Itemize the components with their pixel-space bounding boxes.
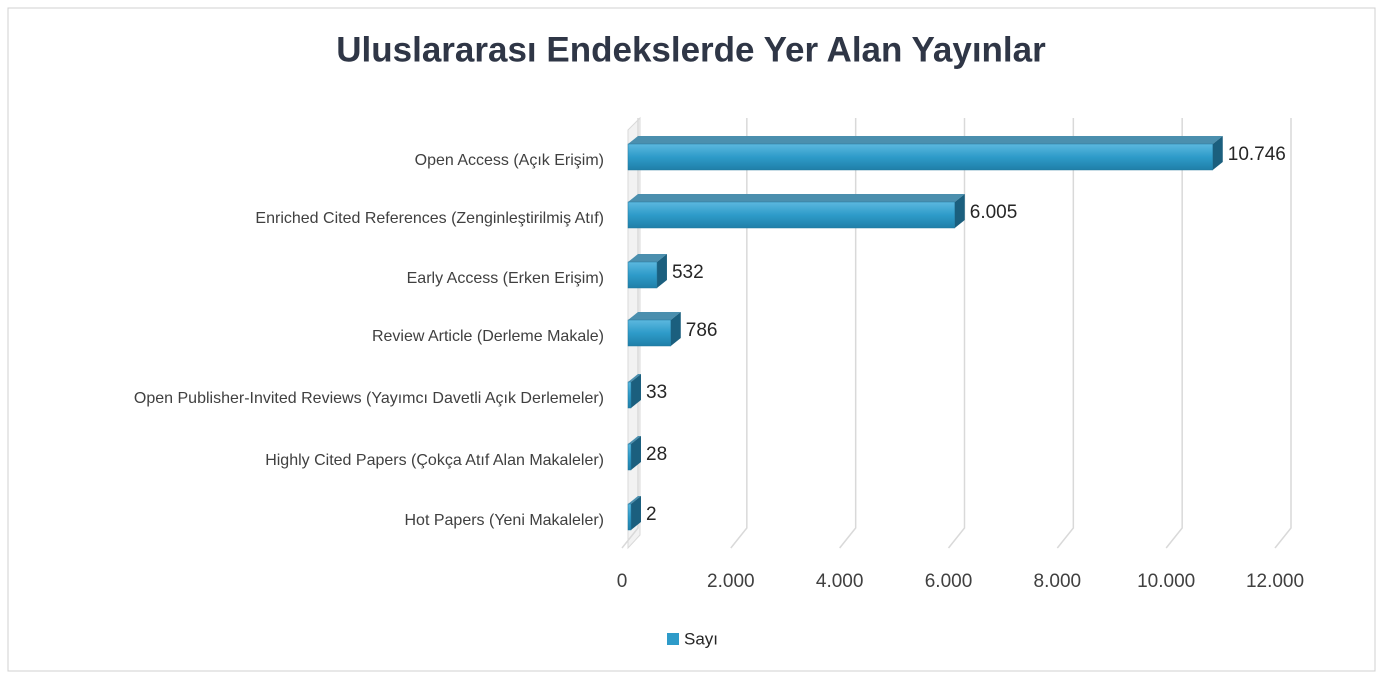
bar-side [1212, 136, 1223, 170]
grid-line [947, 118, 966, 549]
bar-side [954, 194, 965, 228]
y-tick-label: Open Publisher-Invited Reviews (Yayımcı … [134, 390, 604, 407]
bar-top [628, 136, 1223, 144]
y-tick-label: Highly Cited Papers (Çokça Atıf Alan Mak… [265, 452, 604, 469]
grid-line [1056, 118, 1075, 549]
bar [627, 201, 956, 229]
bar-top [628, 312, 681, 320]
bar-side [631, 496, 641, 530]
data-label: 10.746 [1228, 144, 1286, 165]
bar-side [631, 436, 641, 470]
data-label: 532 [672, 262, 704, 283]
bar-top [628, 374, 641, 382]
bar-top [628, 496, 641, 504]
bar-side [656, 254, 667, 288]
x-tick-label: 2.000 [707, 571, 755, 592]
x-tick-label: 4.000 [816, 571, 864, 592]
grid-line [1274, 118, 1292, 549]
bar [627, 443, 632, 471]
y-tick-label: Review Article (Derleme Makale) [372, 328, 604, 345]
y-tick-label: Enriched Cited References (Zenginleştiri… [255, 210, 604, 227]
bar-top [628, 436, 641, 444]
bar-top [628, 194, 965, 202]
bar [627, 381, 632, 409]
y-tick-label: Hot Papers (Yeni Makaleler) [405, 512, 605, 529]
grid-line [730, 118, 748, 549]
x-tick-label: 10.000 [1137, 571, 1195, 592]
chart-title: Uluslararası Endekslerde Yer Alan Yayınl… [336, 30, 1046, 69]
data-label: 6.005 [970, 202, 1018, 223]
x-tick-label: 12.000 [1246, 571, 1304, 592]
grid-line [1165, 118, 1183, 549]
bar [627, 503, 632, 531]
x-tick-label: 0 [617, 571, 628, 592]
y-tick-label: Early Access (Erken Erişim) [407, 270, 604, 287]
bar [627, 261, 658, 289]
bar [627, 143, 1214, 171]
chart-border [7, 7, 1376, 672]
y-tick-label: Open Access (Açık Erişim) [415, 152, 604, 169]
x-tick-label: 6.000 [925, 571, 973, 592]
legend-label: Sayı [684, 629, 718, 648]
data-label: 786 [686, 320, 718, 341]
data-label: 28 [646, 444, 667, 465]
bar-side [670, 312, 681, 346]
bar-side [631, 374, 641, 408]
grid-line [839, 118, 857, 549]
data-label: 2 [646, 504, 657, 525]
legend-swatch [667, 633, 679, 645]
bar-top [628, 254, 667, 262]
x-tick-label: 8.000 [1034, 571, 1082, 592]
bar [627, 319, 672, 347]
data-label: 33 [646, 382, 667, 403]
